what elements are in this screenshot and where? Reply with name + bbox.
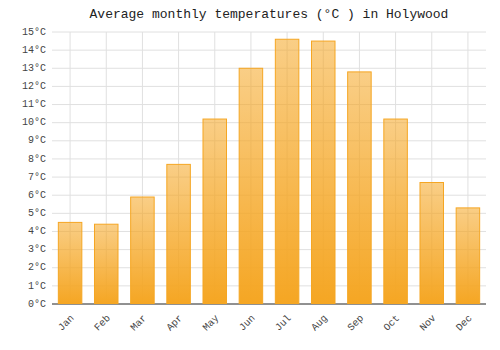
- bar: [311, 41, 335, 304]
- bar: [348, 72, 372, 304]
- bar: [203, 119, 227, 304]
- x-tick-label: Jul: [273, 313, 294, 334]
- y-grid-line: [52, 140, 486, 141]
- y-tick-label: 7°C: [28, 172, 46, 183]
- y-tick-label: 15°C: [22, 27, 46, 38]
- x-tick-label: Nov: [418, 313, 439, 334]
- y-tick-label: 0°C: [28, 299, 46, 310]
- title: Average monthly temperatures (°C ) in Ho…: [90, 7, 449, 22]
- bar: [239, 68, 263, 304]
- bar: [456, 208, 480, 304]
- x-tick-label: Oct: [382, 313, 403, 334]
- bar: [167, 164, 191, 304]
- y-tick-label: 1°C: [28, 281, 46, 292]
- y-tick-label: 6°C: [28, 190, 46, 201]
- y-grid-line: [52, 86, 486, 87]
- bar: [94, 224, 118, 304]
- y-tick-label: 4°C: [28, 226, 46, 237]
- bar: [58, 222, 82, 304]
- axes: 0°C 1°C 2°C 3°C 4°C 5°C 6°C 7°C 8°C 9°C 10°C 11°C 12…: [22, 27, 486, 334]
- x-tick-label: Dec: [454, 313, 475, 334]
- y-tick-label: 9°C: [28, 135, 46, 146]
- x-tick-label: Aug: [309, 313, 330, 334]
- y-tick-label: 3°C: [28, 244, 46, 255]
- y-tick-label: 10°C: [22, 117, 46, 128]
- y-tick-label: 11°C: [22, 99, 46, 110]
- x-tick-label: Jan: [56, 313, 77, 334]
- y-tick-label: 14°C: [22, 45, 46, 56]
- x-tick-label: Apr: [165, 313, 186, 334]
- bar: [131, 197, 155, 304]
- y-tick-label: 8°C: [28, 154, 46, 165]
- bar: [384, 119, 408, 304]
- y-tick-label: 12°C: [22, 81, 46, 92]
- x-tick-label: Mar: [129, 313, 150, 334]
- chart: 0°C 1°C 2°C 3°C 4°C 5°C 6°C 7°C 8°C 9°C 10°C 11°C 12…: [0, 0, 500, 350]
- x-tick-label: Sep: [346, 313, 367, 334]
- y-tick-label: 2°C: [28, 262, 46, 273]
- y-grid-line: [52, 158, 486, 159]
- y-tick-label: 13°C: [22, 63, 46, 74]
- y-grid-line: [52, 50, 486, 51]
- y-grid-line: [52, 177, 486, 178]
- y-tick-label: 5°C: [28, 208, 46, 219]
- y-grid-line: [52, 122, 486, 123]
- y-grid-line: [52, 104, 486, 105]
- bar: [275, 39, 299, 304]
- x-tick-label: Feb: [92, 313, 113, 334]
- grid: [52, 32, 486, 304]
- bar: [420, 183, 444, 304]
- bars: [58, 39, 479, 304]
- x-tick-label: Jun: [237, 313, 258, 334]
- y-grid-line: [52, 68, 486, 69]
- x-tick-label: May: [201, 313, 222, 334]
- y-grid-line: [52, 32, 486, 33]
